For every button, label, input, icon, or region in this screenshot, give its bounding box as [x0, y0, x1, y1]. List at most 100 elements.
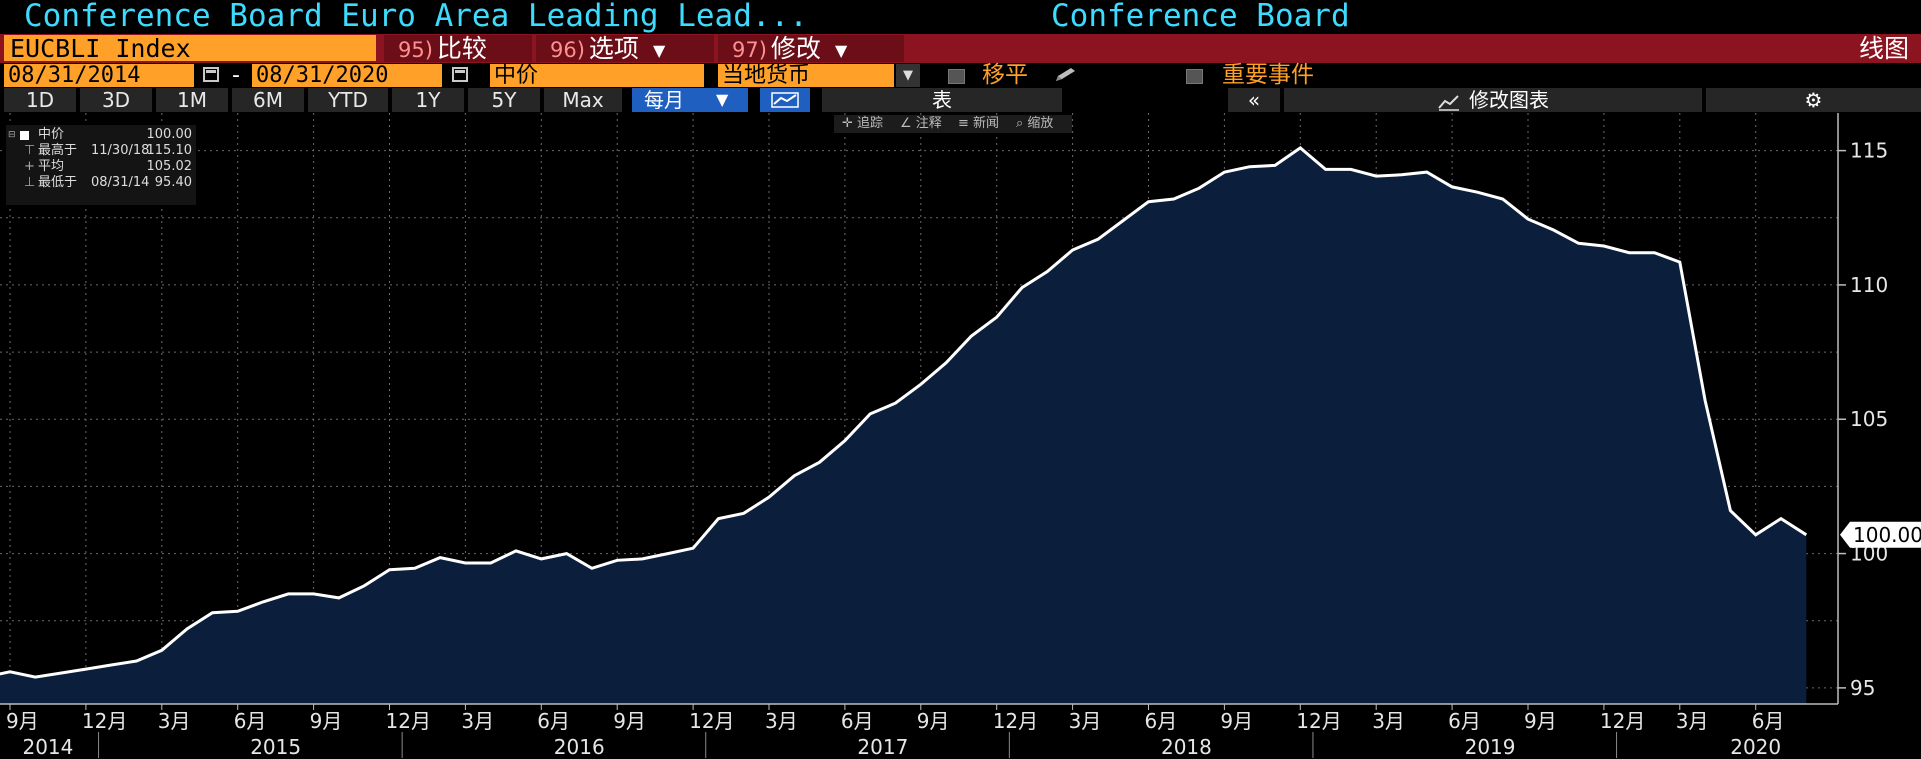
x-month-label: 9月	[1220, 709, 1253, 733]
y-tick-label: 115	[1850, 139, 1888, 163]
track-label: 追踪	[857, 116, 884, 131]
range-3d-button[interactable]: 3D	[80, 88, 152, 112]
options-label: 选项	[588, 34, 639, 63]
range-1m-button[interactable]: 1M	[156, 88, 228, 112]
ticker-input[interactable]: EUCBLI Index	[4, 35, 376, 62]
edit-number: 97)	[732, 38, 767, 62]
x-month-label: 3月	[1069, 709, 1102, 733]
options-button[interactable]: 96) 选项 ▼	[536, 35, 714, 62]
high-marker-icon: ⊤	[24, 143, 36, 158]
chart-source: Conference Board	[1051, 0, 1350, 34]
price-field-select[interactable]: 中价	[490, 64, 704, 87]
track-tool[interactable]: ✛ 追踪	[842, 115, 883, 133]
calendar-icon[interactable]	[452, 67, 468, 82]
zoom-tool[interactable]: ⌕ 缩放	[1016, 115, 1053, 133]
legend-avg-row: + 平均 105.02	[6, 159, 196, 175]
chevron-down-icon[interactable]: ▼	[896, 64, 920, 87]
chart-title: Conference Board Euro Area Leading Lead.…	[24, 0, 808, 34]
y-tick-label: 95	[1850, 676, 1875, 700]
end-date-input[interactable]: 08/31/2020	[252, 64, 442, 87]
chart-type-label[interactable]: 线图	[1858, 34, 1909, 63]
edit-button[interactable]: 97) 修改 ▼	[718, 35, 904, 62]
options-number: 96)	[550, 38, 585, 62]
crosshair-icon: ✛	[842, 116, 853, 131]
range-1y-button[interactable]: 1Y	[392, 88, 464, 112]
x-month-label: 3月	[158, 709, 191, 733]
legend-series-value: 100.00	[146, 127, 193, 142]
series-line	[0, 146, 1808, 679]
collapse-icon[interactable]: «	[1228, 88, 1280, 112]
frequency-select[interactable]: 每月 ▼	[632, 88, 748, 112]
range-ytd-button[interactable]: YTD	[308, 88, 388, 112]
x-month-label: 9月	[310, 709, 343, 733]
x-year-label: 2016	[554, 735, 605, 759]
annotate-label: 注释	[915, 116, 942, 131]
x-month-label: 3月	[1372, 709, 1405, 733]
start-date-input[interactable]: 08/31/2014	[4, 64, 194, 87]
line-chart-button[interactable]	[760, 88, 810, 112]
x-month-label: 9月	[613, 709, 646, 733]
range-max-button[interactable]: Max	[544, 88, 622, 112]
legend-low-value: 95.40	[154, 175, 192, 190]
x-month-label: 3月	[765, 709, 798, 733]
pencil-icon[interactable]	[1054, 67, 1078, 83]
x-month-label: 6月	[537, 709, 570, 733]
chevron-down-icon: ▼	[652, 40, 666, 60]
expand-icon: ⊟	[8, 130, 16, 140]
table-button[interactable]: 表	[822, 88, 1062, 112]
range-6m-button[interactable]: 6M	[232, 88, 304, 112]
draw-icon: ∠	[900, 116, 912, 131]
x-year-label: 2015	[250, 735, 301, 759]
low-marker-icon: ⊥	[24, 175, 36, 190]
x-month-label: 6月	[1752, 709, 1785, 733]
chart-area[interactable]: 95 100 105 110 115 100.00 9月 12月 3月 6月 9月 12月 3月 6月 9…	[0, 113, 1921, 759]
magnifier-icon: ⌕	[1016, 116, 1024, 131]
news-icon: ≡	[958, 116, 969, 131]
legend-low-label: 最低于	[38, 175, 78, 190]
x-month-label: 6月	[1145, 709, 1178, 733]
x-month-label: 6月	[1448, 709, 1481, 733]
x-year-label: 2020	[1730, 735, 1781, 759]
legend-low-date: 08/31/14	[91, 175, 150, 190]
x-month-label: 3月	[1676, 709, 1709, 733]
news-tool[interactable]: ≡ 新闻	[958, 115, 999, 133]
zoom-label: 缩放	[1027, 116, 1054, 131]
x-month-label: 3月	[461, 709, 494, 733]
legend-high-label: 最高于	[38, 143, 78, 158]
last-value-box	[1840, 521, 1921, 548]
series-swatch	[20, 131, 29, 140]
x-year-label: 2019	[1465, 735, 1516, 759]
compare-number: 95)	[398, 38, 433, 62]
range-bar: 1D 3D 1M 6M YTD 1Y 5Y Max 每月 ▼ 表 « 修改图表 …	[0, 88, 1921, 113]
news-label: 新闻	[973, 116, 1000, 131]
x-month-label: 12月	[993, 709, 1038, 733]
x-month-label: 9月	[917, 709, 950, 733]
x-month-label: 12月	[386, 709, 431, 733]
currency-select[interactable]: 当地货币	[718, 64, 894, 87]
y-tick-label: 105	[1850, 407, 1888, 431]
chart-edit-icon	[1438, 94, 1459, 111]
legend-series-name: 中价	[38, 127, 65, 142]
gear-icon[interactable]: ⚙	[1706, 88, 1921, 112]
x-month-label: 12月	[82, 709, 127, 733]
calendar-icon[interactable]	[203, 67, 219, 82]
legend-high-row: ⊤ 最高于 11/30/18 115.10	[6, 143, 196, 159]
compare-button[interactable]: 95) 比较	[384, 35, 532, 62]
moving-avg-checkbox[interactable]	[948, 69, 965, 84]
events-checkbox[interactable]	[1186, 69, 1203, 84]
menu-bar: EUCBLI Index 95) 比较 96) 选项 ▼ 97) 修改 ▼ 线图	[0, 34, 1921, 63]
x-month-label: 12月	[1296, 709, 1341, 733]
range-1d-button[interactable]: 1D	[4, 88, 76, 112]
annotate-tool[interactable]: ∠ 注释	[900, 115, 942, 133]
range-5y-button[interactable]: 5Y	[468, 88, 540, 112]
chevron-down-icon: ▼	[834, 40, 848, 60]
legend-avg-value: 105.02	[146, 159, 193, 174]
x-year-label: 2018	[1161, 735, 1212, 759]
legend[interactable]: ⊟ 中价 100.00 ⊤ 最高于 11/30/18 115.10 + 平均 1…	[6, 125, 196, 205]
x-month-label: 12月	[689, 709, 734, 733]
x-month-label: 12月	[1600, 709, 1645, 733]
x-year-label: 2014	[22, 735, 73, 759]
edit-chart-button[interactable]: 修改图表	[1284, 88, 1702, 112]
area-fill	[0, 147, 1807, 704]
